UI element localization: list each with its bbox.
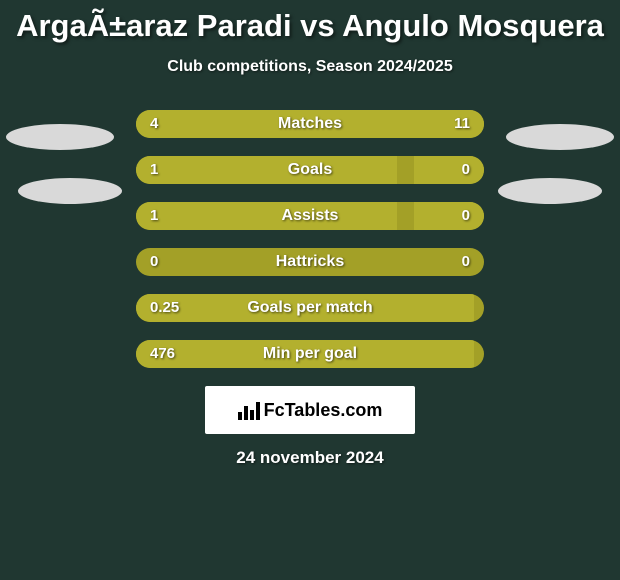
subtitle: Club competitions, Season 2024/2025	[0, 58, 620, 76]
stat-label: Matches	[136, 110, 484, 138]
bars-icon	[238, 400, 260, 420]
stat-label: Goals per match	[136, 294, 484, 322]
stat-row: 411Matches	[0, 110, 620, 138]
stat-row: 10Goals	[0, 156, 620, 184]
stat-label: Min per goal	[136, 340, 484, 368]
stat-label: Assists	[136, 202, 484, 230]
stats-chart: 411Matches 10Goals 10Assists 00Hattricks 0.2…	[0, 110, 620, 368]
stat-row: 476Min per goal	[0, 340, 620, 368]
stat-label: Hattricks	[136, 248, 484, 276]
logo-text: FcTables.com	[264, 400, 383, 421]
stat-label: Goals	[136, 156, 484, 184]
page-title: ArgaÃ±araz Paradi vs Angulo Mosquera	[0, 0, 620, 44]
logo-box: FcTables.com	[205, 386, 415, 434]
stat-row: 0.25Goals per match	[0, 294, 620, 322]
stat-row: 10Assists	[0, 202, 620, 230]
stat-row: 00Hattricks	[0, 248, 620, 276]
date-text: 24 november 2024	[0, 448, 620, 468]
